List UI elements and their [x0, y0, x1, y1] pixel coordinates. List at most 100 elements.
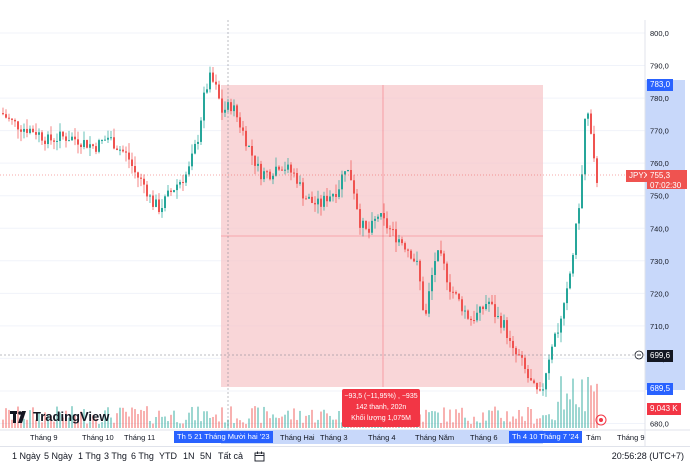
- symbol-tag: JPYX: [626, 170, 653, 182]
- volume-bar: [464, 417, 466, 428]
- volume-bar: [191, 406, 193, 428]
- volume-bar: [164, 416, 166, 428]
- volume-bar: [68, 417, 70, 428]
- volume-bar: [50, 416, 52, 428]
- candle-body: [419, 260, 421, 282]
- candle-body: [194, 143, 196, 154]
- volume-bar: [230, 406, 232, 428]
- candle-body: [533, 380, 535, 383]
- candle-body: [92, 144, 94, 147]
- candle-body: [344, 171, 346, 175]
- timeframe-1d[interactable]: 1 Ngày: [12, 451, 41, 461]
- crosshair-price-tag: 699,6: [647, 350, 674, 362]
- volume-bar: [176, 422, 178, 428]
- volume-bar: [221, 407, 223, 428]
- candle-body: [374, 218, 376, 221]
- candle-body: [500, 315, 502, 328]
- clock-timezone[interactable]: 20:56:28 (UTC+7): [611, 451, 684, 461]
- volume-bar: [575, 404, 577, 428]
- timeframe-3m[interactable]: 3 Thg: [104, 451, 127, 461]
- candle-body: [89, 144, 91, 148]
- volume-bar: [500, 417, 502, 428]
- volume-bar: [185, 419, 187, 428]
- record-icon[interactable]: [595, 414, 607, 426]
- candle-body: [506, 320, 508, 338]
- volume-bar: [56, 406, 58, 428]
- volume-bar: [302, 422, 304, 428]
- price-tick-label: 800,0: [650, 29, 669, 38]
- volume-bar: [272, 414, 274, 428]
- timeframe-6m[interactable]: 6 Thg: [131, 451, 154, 461]
- volume-bar: [2, 419, 4, 428]
- volume-bar: [527, 407, 529, 428]
- candle-body: [401, 239, 403, 244]
- candle-body: [272, 175, 274, 180]
- candle-body: [335, 194, 337, 197]
- candle-body: [38, 132, 40, 135]
- volume-bar: [308, 415, 310, 428]
- volume-bar: [248, 418, 250, 428]
- timeframe-1y[interactable]: 1N: [183, 451, 195, 461]
- candle-body: [41, 132, 43, 141]
- volume-bar: [149, 420, 151, 428]
- candle-body: [26, 128, 28, 133]
- volume-bar: [578, 407, 580, 428]
- volume-bar: [452, 422, 454, 428]
- candle-body: [239, 117, 241, 128]
- candle-body: [164, 196, 166, 209]
- candle-body: [473, 320, 475, 322]
- candle-body: [107, 137, 109, 140]
- candle-body: [293, 172, 295, 174]
- volume-bar: [542, 415, 544, 428]
- candle-body: [224, 109, 226, 113]
- volume-bar: [41, 422, 43, 428]
- candle-body: [407, 249, 409, 251]
- volume-bar: [266, 411, 268, 428]
- candle-body: [125, 151, 127, 153]
- tradingview-logo[interactable]: TradingView: [10, 409, 109, 424]
- timeframe-5d[interactable]: 5 Ngày: [44, 451, 73, 461]
- candle-body: [86, 140, 88, 148]
- candle-body: [338, 189, 340, 197]
- candle-body: [83, 140, 85, 148]
- candle-body: [347, 169, 349, 172]
- timeframe-all[interactable]: Tất cả: [218, 451, 244, 461]
- volume-bar: [23, 418, 25, 428]
- candle-body: [185, 174, 187, 183]
- candle-body: [554, 333, 556, 347]
- volume-bar: [530, 409, 532, 428]
- timeframe-5y[interactable]: 5N: [200, 451, 212, 461]
- volume-bar: [254, 406, 256, 428]
- volume-bar: [479, 422, 481, 428]
- candle-body: [569, 273, 571, 289]
- candle-body: [548, 359, 550, 374]
- candle-body: [236, 105, 238, 118]
- volume-bar: [233, 423, 235, 428]
- volume-bar: [488, 410, 490, 428]
- volume-bar: [467, 420, 469, 428]
- volume-bar: [446, 421, 448, 428]
- candle-body: [110, 137, 112, 139]
- candle-body: [62, 131, 64, 137]
- timeframe-ytd[interactable]: YTD: [159, 451, 177, 461]
- volume-bar: [593, 391, 595, 428]
- candle-body: [23, 128, 25, 132]
- candle-body: [557, 332, 559, 334]
- timeframe-1m[interactable]: 1 Thg: [78, 451, 101, 461]
- candle-body: [50, 134, 52, 141]
- volume-bar: [506, 411, 508, 428]
- candle-body: [278, 166, 280, 170]
- date-range-icon[interactable]: [254, 451, 265, 462]
- candle-body: [356, 193, 358, 210]
- candle-body: [461, 299, 463, 312]
- candle-body: [17, 121, 19, 130]
- candle-body: [425, 310, 427, 314]
- volume-bar: [440, 422, 442, 428]
- volume-bar: [203, 411, 205, 428]
- volume-bar: [515, 418, 517, 428]
- range-top-price-tag: 783,0: [647, 79, 674, 91]
- volume-bar: [470, 423, 472, 428]
- candle-body: [140, 177, 142, 179]
- candle-body: [359, 209, 361, 228]
